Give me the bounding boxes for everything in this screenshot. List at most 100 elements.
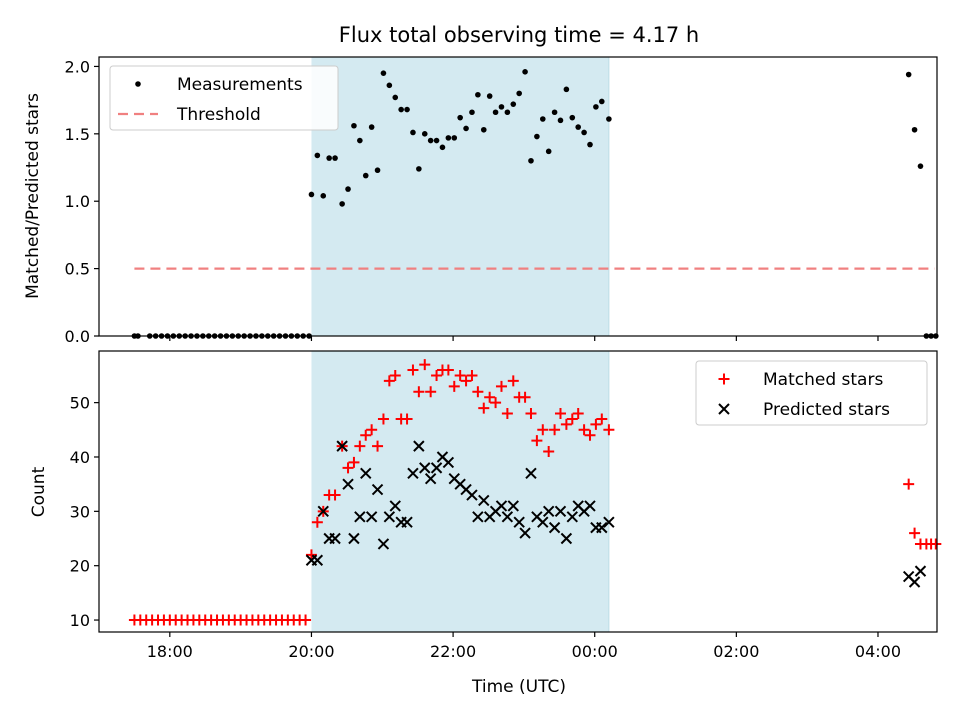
predicted-star-point xyxy=(566,511,579,523)
matched-star-point xyxy=(930,538,942,550)
matched-star-point xyxy=(348,456,360,468)
legend-box xyxy=(695,360,928,426)
measurement-point xyxy=(357,137,363,144)
matched-star-point xyxy=(305,549,317,561)
predicted-star-point xyxy=(389,500,401,512)
matched-star-point xyxy=(501,408,513,420)
measurement-point xyxy=(528,157,534,164)
legend-label: Predicted stars xyxy=(763,400,890,420)
matched-star-point xyxy=(300,614,312,626)
measurement-point xyxy=(569,114,576,121)
measurement-point xyxy=(439,144,446,151)
x-tick-label: 22:00 xyxy=(430,642,476,661)
predicted-star-point xyxy=(360,467,372,479)
matched-star-point xyxy=(377,413,389,425)
measurement-point xyxy=(457,114,463,121)
measurement-point xyxy=(326,155,332,161)
matched-star-point xyxy=(360,429,372,441)
matched-star-point xyxy=(507,375,519,387)
predicted-star-point xyxy=(507,500,519,512)
measurement-point xyxy=(593,104,599,110)
predicted-star-point xyxy=(584,500,596,512)
y-tick-label: 0.0 xyxy=(65,327,90,346)
measurement-point xyxy=(599,98,605,105)
measurement-point xyxy=(545,148,552,155)
measurement-point xyxy=(392,94,399,101)
legend-label: Threshold xyxy=(176,105,261,125)
measurement-point xyxy=(469,109,475,116)
measurement-point xyxy=(486,93,493,99)
legend: Measurements Threshold xyxy=(109,65,339,131)
bottom-y-axis-label: Count xyxy=(29,466,49,517)
measurement-point xyxy=(374,167,381,174)
top-panel: 0.0 0.5 1.0 1.5 2.0 Measurements Threshold xyxy=(65,56,939,346)
predicted-star-point xyxy=(311,554,324,566)
measurement-point xyxy=(606,116,612,122)
series-measurements xyxy=(131,69,939,339)
measurement-point xyxy=(510,101,517,107)
matched-star-point xyxy=(425,386,437,398)
matched-star-point xyxy=(354,440,366,452)
y-tick-label: 1.0 xyxy=(65,192,90,211)
matched-star-point xyxy=(478,402,490,414)
measurement-point xyxy=(308,191,315,198)
matched-star-point xyxy=(366,424,378,436)
measurement-point xyxy=(351,122,357,129)
predicted-star-point xyxy=(478,494,490,507)
matched-star-point xyxy=(466,369,478,381)
measurement-point xyxy=(314,152,321,159)
measurement-point xyxy=(320,193,327,199)
matched-star-point xyxy=(484,391,496,403)
matched-star-point xyxy=(572,408,584,420)
legend-marker xyxy=(718,403,730,415)
matched-star-point xyxy=(537,424,549,436)
predicted-star-point xyxy=(401,516,413,528)
matched-star-point xyxy=(584,429,596,441)
measurement-point xyxy=(386,82,393,89)
legend-marker xyxy=(718,373,730,385)
legend: Matched stars Predicted stars xyxy=(695,360,928,426)
predicted-star-point xyxy=(603,516,615,528)
measurement-point xyxy=(380,70,387,76)
measurement-point xyxy=(451,135,458,141)
measurement-point xyxy=(575,124,581,130)
predicted-star-point xyxy=(407,467,419,479)
top-y-axis-label: Matched/Predicted stars xyxy=(23,93,43,299)
matched-star-point xyxy=(311,516,323,528)
matched-star-point xyxy=(596,413,608,425)
predicted-star-point xyxy=(501,511,514,523)
measurement-point xyxy=(581,129,587,136)
y-tick-label: 10 xyxy=(70,611,90,630)
measurement-point xyxy=(421,131,428,137)
predicted-star-point xyxy=(424,473,437,485)
measurement-point xyxy=(587,141,593,148)
matched-star-point xyxy=(519,391,531,403)
matched-star-point xyxy=(372,440,384,452)
y-tick-label: 2.0 xyxy=(65,57,90,76)
predicted-star-point xyxy=(348,532,360,545)
measurement-point xyxy=(427,137,434,144)
measurement-point xyxy=(551,109,558,116)
measurement-point xyxy=(492,109,499,116)
matched-star-point xyxy=(329,489,341,501)
matched-star-point xyxy=(543,446,555,458)
x-tick-label: 20:00 xyxy=(288,642,334,661)
predicted-star-point xyxy=(542,505,555,518)
measurement-point xyxy=(345,186,351,192)
predicted-star-point xyxy=(442,456,455,469)
y-tick-label: 0.5 xyxy=(65,260,90,279)
predicted-star-point xyxy=(908,576,921,588)
measurement-point xyxy=(498,104,505,110)
predicted-star-point xyxy=(525,467,537,479)
matched-star-point xyxy=(560,418,572,430)
matched-star-point xyxy=(490,397,502,409)
x-axis-label: Time (UTC) xyxy=(471,677,566,697)
x-tick-label: 00:00 xyxy=(572,642,618,661)
matched-star-point xyxy=(525,408,537,420)
measurement-point xyxy=(539,116,546,122)
measurement-point xyxy=(504,109,511,116)
matched-star-point xyxy=(549,424,561,436)
measurement-point xyxy=(480,126,487,133)
y-tick-label: 50 xyxy=(70,394,90,413)
